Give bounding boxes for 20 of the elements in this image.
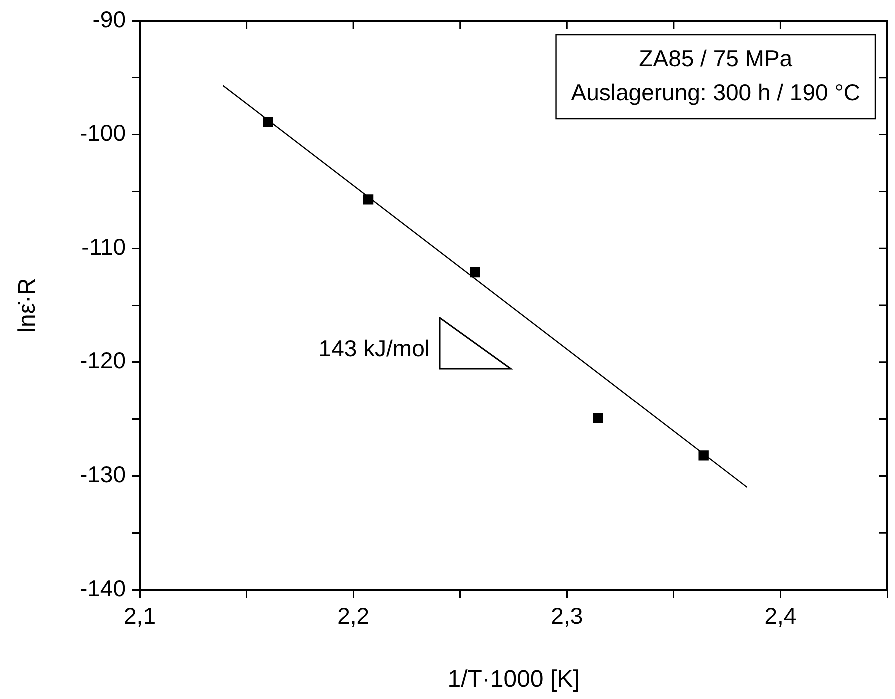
point xyxy=(363,194,374,205)
y-tick-label: -90 xyxy=(92,6,126,32)
x-tick-label: 2,4 xyxy=(764,603,797,630)
x-axis-title: 1/T·1000 [K] xyxy=(448,666,580,694)
point xyxy=(470,267,480,278)
annotation: ZA85 / 75 MPa xyxy=(639,45,793,72)
y-tick-label: -110 xyxy=(82,234,126,260)
point xyxy=(593,413,604,424)
x-tick-label: 2,3 xyxy=(551,603,584,630)
point xyxy=(263,117,274,128)
x-tick-label: 2,1 xyxy=(124,603,156,630)
y-axis-title: lnε̇·R xyxy=(14,278,42,333)
y-tick-label: -100 xyxy=(80,120,126,146)
annotation: 143 kJ/mol xyxy=(318,335,430,362)
point xyxy=(698,450,709,461)
y-tick-label: -120 xyxy=(80,348,126,374)
y-tick-label: -140 xyxy=(80,575,126,602)
x-tick-label: 2,2 xyxy=(338,603,370,630)
y-tick-label: -130 xyxy=(80,462,126,488)
annotation: Auslagerung: 300 h / 190 °C xyxy=(571,79,860,106)
